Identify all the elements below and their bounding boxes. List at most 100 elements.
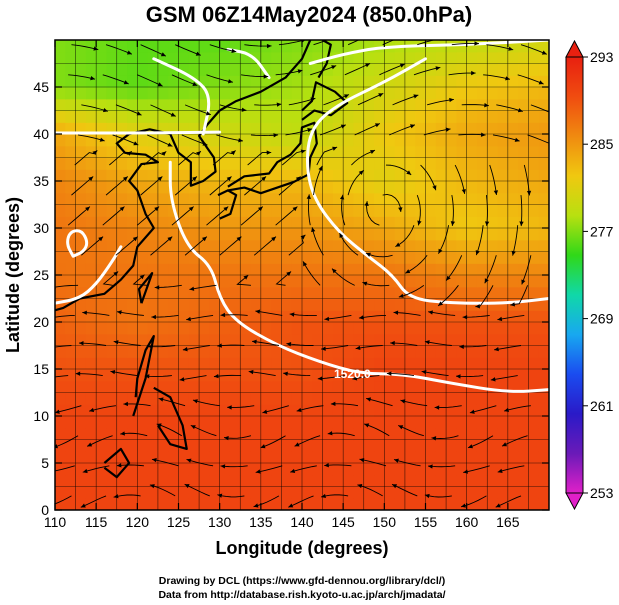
field-cell — [75, 439, 87, 452]
field-cell — [538, 181, 549, 194]
streamline — [151, 314, 179, 318]
field-cell — [240, 286, 252, 300]
field-cell — [446, 75, 457, 88]
field-cell — [188, 110, 200, 123]
field-cell — [425, 498, 437, 510]
field-cell — [199, 134, 210, 147]
field-cell — [312, 451, 324, 464]
field-cell — [476, 157, 488, 170]
streamline — [483, 74, 511, 80]
streamline — [497, 314, 525, 321]
field-cell — [75, 322, 87, 335]
field-cell — [487, 134, 499, 147]
field-cell — [322, 251, 334, 264]
streamline-arrow — [295, 176, 301, 182]
field-cell — [96, 498, 108, 510]
streamline-arrow — [475, 250, 480, 256]
field-cell — [157, 263, 169, 276]
y-tick-label: 10 — [33, 408, 49, 424]
field-cell — [75, 474, 87, 488]
field-cell — [302, 204, 313, 217]
field-cell — [425, 263, 437, 276]
field-cell — [127, 463, 138, 476]
field-cell — [353, 486, 365, 499]
field-cell — [229, 181, 241, 194]
field-cell — [425, 87, 437, 100]
field-cell — [209, 427, 221, 441]
field-cell — [404, 98, 416, 112]
field-cell — [394, 275, 406, 288]
field-cell — [106, 463, 118, 476]
field-cell — [271, 369, 283, 382]
field-cell — [384, 463, 396, 476]
field-cell — [538, 275, 549, 288]
field-cell — [384, 51, 396, 65]
field-cell — [363, 322, 375, 335]
field-cell — [404, 63, 416, 76]
field-cell — [487, 40, 499, 53]
field-cell — [291, 392, 303, 405]
field-cell — [240, 416, 252, 429]
field-cell — [518, 192, 530, 206]
field-cell — [137, 474, 149, 488]
field-cell — [343, 122, 355, 135]
field-cell — [178, 357, 190, 370]
field-cell — [271, 298, 283, 311]
field-cell — [291, 157, 303, 170]
field-cell — [312, 110, 324, 123]
streamline — [391, 483, 418, 497]
field-cell — [96, 204, 108, 217]
field-cell — [229, 228, 241, 241]
field-cell — [528, 451, 540, 464]
field-cell — [85, 40, 97, 53]
field-cell — [178, 145, 190, 159]
field-cell — [157, 298, 169, 311]
field-cell — [65, 322, 77, 335]
field-cell — [394, 75, 406, 88]
field-cell — [85, 239, 97, 253]
streamline — [148, 345, 176, 348]
field-cell — [168, 369, 180, 382]
field-cell — [168, 275, 180, 288]
coastline — [137, 272, 154, 304]
field-cell — [55, 380, 66, 394]
field-cell — [415, 451, 427, 464]
streamline — [184, 483, 210, 497]
field-cell — [538, 322, 549, 335]
field-cell — [353, 239, 365, 253]
field-cell — [302, 451, 313, 464]
field-cell — [518, 474, 530, 488]
field-cell — [188, 439, 200, 452]
field-cell — [435, 75, 447, 88]
streamline — [421, 370, 449, 377]
streamline — [82, 465, 110, 473]
streamline — [181, 134, 208, 146]
field-cell — [538, 87, 549, 100]
streamline-arrow — [421, 370, 427, 375]
field-cell — [353, 122, 365, 135]
field-cell — [55, 145, 66, 159]
streamline-arrow — [182, 347, 188, 352]
field-cell — [476, 439, 488, 452]
field-cell — [538, 427, 549, 441]
field-cell — [250, 310, 262, 323]
contour-line — [308, 40, 549, 65]
field-cell — [116, 87, 128, 100]
field-cell — [188, 239, 200, 253]
field-cell — [518, 204, 530, 217]
streamline — [319, 124, 346, 136]
field-cell — [374, 322, 385, 335]
field-cell — [446, 157, 457, 170]
field-cell — [363, 333, 375, 347]
field-cell — [518, 333, 530, 347]
field-cell — [415, 345, 427, 358]
field-cell — [147, 345, 159, 358]
field-cell — [178, 333, 190, 347]
streamline-arrow — [296, 407, 302, 413]
streamline — [420, 164, 437, 191]
field-cell — [476, 122, 488, 135]
field-cell — [363, 474, 375, 488]
field-cell — [466, 404, 478, 417]
field-cell — [343, 87, 355, 100]
